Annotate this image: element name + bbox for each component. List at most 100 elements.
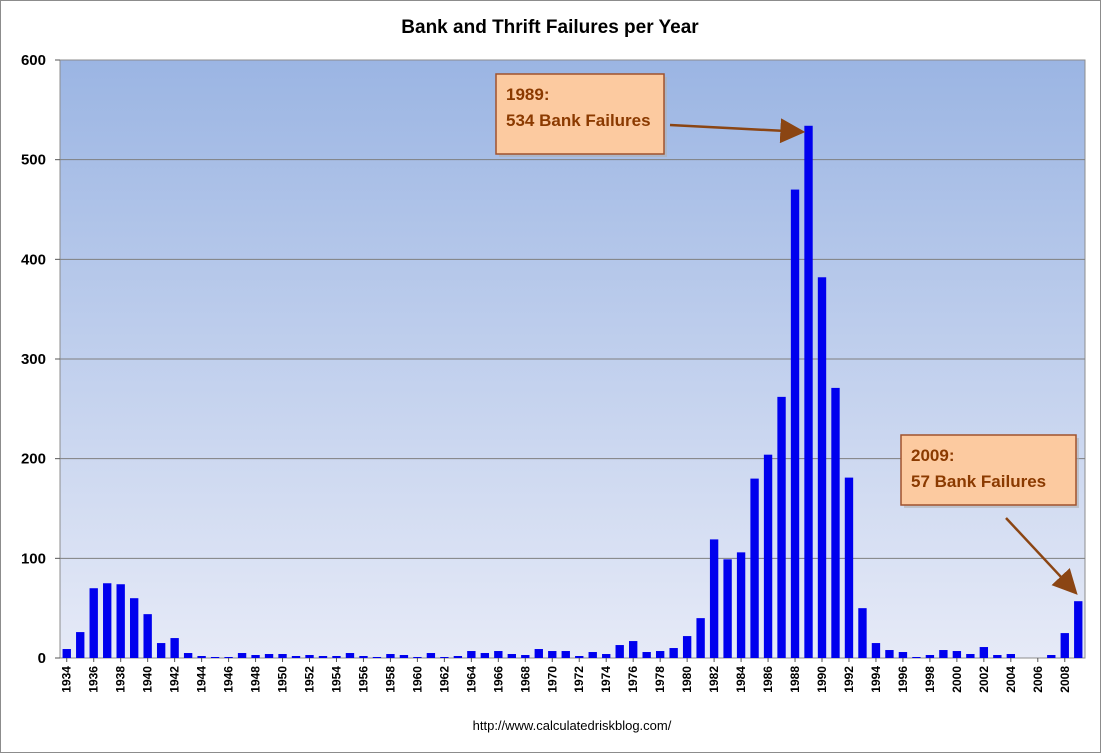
bar-1972 (575, 656, 584, 658)
x-tick-label: 2006 (1031, 666, 1045, 693)
bar-1979 (669, 648, 678, 658)
callout-count: 57 Bank Failures (911, 472, 1046, 491)
x-tick-label: 1970 (545, 666, 559, 693)
x-tick-label: 1938 (114, 666, 128, 693)
callout-count: 534 Bank Failures (506, 111, 651, 130)
bar-1935 (76, 632, 85, 658)
x-tick-label: 1974 (599, 666, 613, 693)
bar-1953 (318, 656, 328, 658)
bar-1946 (224, 657, 233, 658)
bar-1983 (723, 559, 732, 658)
x-tick-label: 1996 (896, 666, 910, 693)
x-tick-label: 1986 (761, 666, 775, 693)
bar-1945 (210, 657, 220, 658)
x-tick-label: 1966 (491, 666, 505, 693)
x-tick-label: 1980 (680, 666, 694, 693)
gridlines (60, 159, 1085, 559)
x-tick-label: 1990 (815, 666, 829, 693)
x-tick-label: 1934 (60, 666, 74, 693)
x-tick-label: 1956 (356, 666, 370, 693)
bar-1958 (386, 654, 395, 658)
bar-1982 (709, 539, 719, 658)
bar-1947 (237, 653, 247, 658)
bar-2003 (993, 655, 1002, 658)
bar-2009 (1074, 601, 1083, 658)
y-tick-label: 600 (21, 52, 46, 69)
bar-1991 (831, 387, 840, 658)
callout-year: 1989: (506, 85, 549, 104)
bar-series (62, 125, 1083, 659)
bar-1990 (817, 277, 827, 658)
x-tick-label: 1962 (437, 666, 451, 693)
bar-1985 (750, 478, 759, 658)
bar-1962 (440, 657, 449, 658)
chart-title: Bank and Thrift Failures per Year (401, 17, 699, 38)
x-tick-label: 1952 (303, 666, 317, 693)
x-tick-label: 1944 (195, 666, 209, 693)
x-axis: 1934 1936 1938 1940 1942 1944 1946 1948 1950 1952… (60, 658, 1072, 693)
bar-1971 (561, 651, 570, 658)
bar-1960 (413, 657, 422, 658)
bar-1959 (399, 655, 409, 658)
bar-1986 (763, 454, 773, 658)
bar-2000 (952, 651, 962, 658)
x-tick-label: 1936 (87, 666, 101, 693)
callout-arrow (669, 118, 806, 144)
callouts: 1989: 534 Bank Failures 2009: 57 Bank Failu… (495, 73, 1079, 595)
x-tick-label: 2004 (1004, 666, 1018, 693)
x-tick-label: 1998 (923, 666, 937, 693)
bar-2008 (1060, 633, 1069, 658)
bar-1998 (925, 655, 935, 658)
bar-1992 (844, 477, 854, 658)
callout-year: 2009: (911, 446, 954, 465)
bar-1978 (655, 651, 665, 658)
x-tick-label: 1978 (653, 666, 667, 693)
bar-2004 (1006, 654, 1016, 658)
callout-box (900, 434, 1077, 506)
bar-1977 (642, 652, 651, 658)
x-tick-label: 1958 (383, 666, 397, 693)
bar-1994 (871, 643, 881, 658)
x-tick-label: 1982 (707, 666, 721, 693)
callout-arrow (1005, 517, 1078, 595)
bar-1980 (682, 636, 692, 658)
x-tick-label: 1946 (222, 666, 236, 693)
bar-1939 (129, 598, 139, 658)
y-axis: 0 100 200 300 400 500 600 (21, 52, 60, 667)
bar-1973 (588, 652, 597, 658)
bar-1936 (89, 588, 98, 658)
bar-1984 (736, 552, 746, 658)
x-tick-label: 1954 (329, 666, 343, 693)
bar-1996 (898, 652, 908, 658)
bar-1949 (264, 654, 274, 658)
x-tick-label: 1950 (276, 666, 290, 693)
bar-1950 (278, 654, 287, 658)
bar-1967 (507, 654, 516, 658)
bar-1968 (521, 655, 530, 658)
bar-1981 (696, 618, 705, 658)
x-tick-label: 2002 (977, 666, 991, 693)
bar-1956 (359, 656, 368, 658)
x-tick-label: 1992 (842, 666, 856, 693)
x-tick-label: 1976 (626, 666, 640, 693)
bar-1965 (480, 653, 490, 658)
source-url: http://www.calculatedriskblog.com/ (473, 718, 672, 733)
x-tick-label: 1960 (410, 666, 424, 693)
bar-1975 (615, 645, 624, 658)
x-tick-label: 1988 (788, 666, 802, 693)
x-tick-label: 1984 (734, 666, 748, 693)
bar-1942 (170, 638, 179, 658)
bar-1944 (197, 656, 206, 658)
callout-2009: 2009: 57 Bank Failures (900, 434, 1079, 595)
x-tick-label: 2000 (950, 666, 964, 693)
bar-1993 (858, 608, 867, 658)
callout-1989: 1989: 534 Bank Failures (495, 73, 806, 157)
y-tick-label: 300 (21, 351, 46, 368)
bar-1997 (912, 657, 921, 658)
x-tick-label: 2008 (1058, 666, 1072, 693)
bar-1974 (602, 654, 611, 658)
bar-1987 (777, 396, 786, 658)
x-tick-label: 1964 (464, 666, 478, 693)
x-tick-label: 1942 (168, 666, 182, 693)
